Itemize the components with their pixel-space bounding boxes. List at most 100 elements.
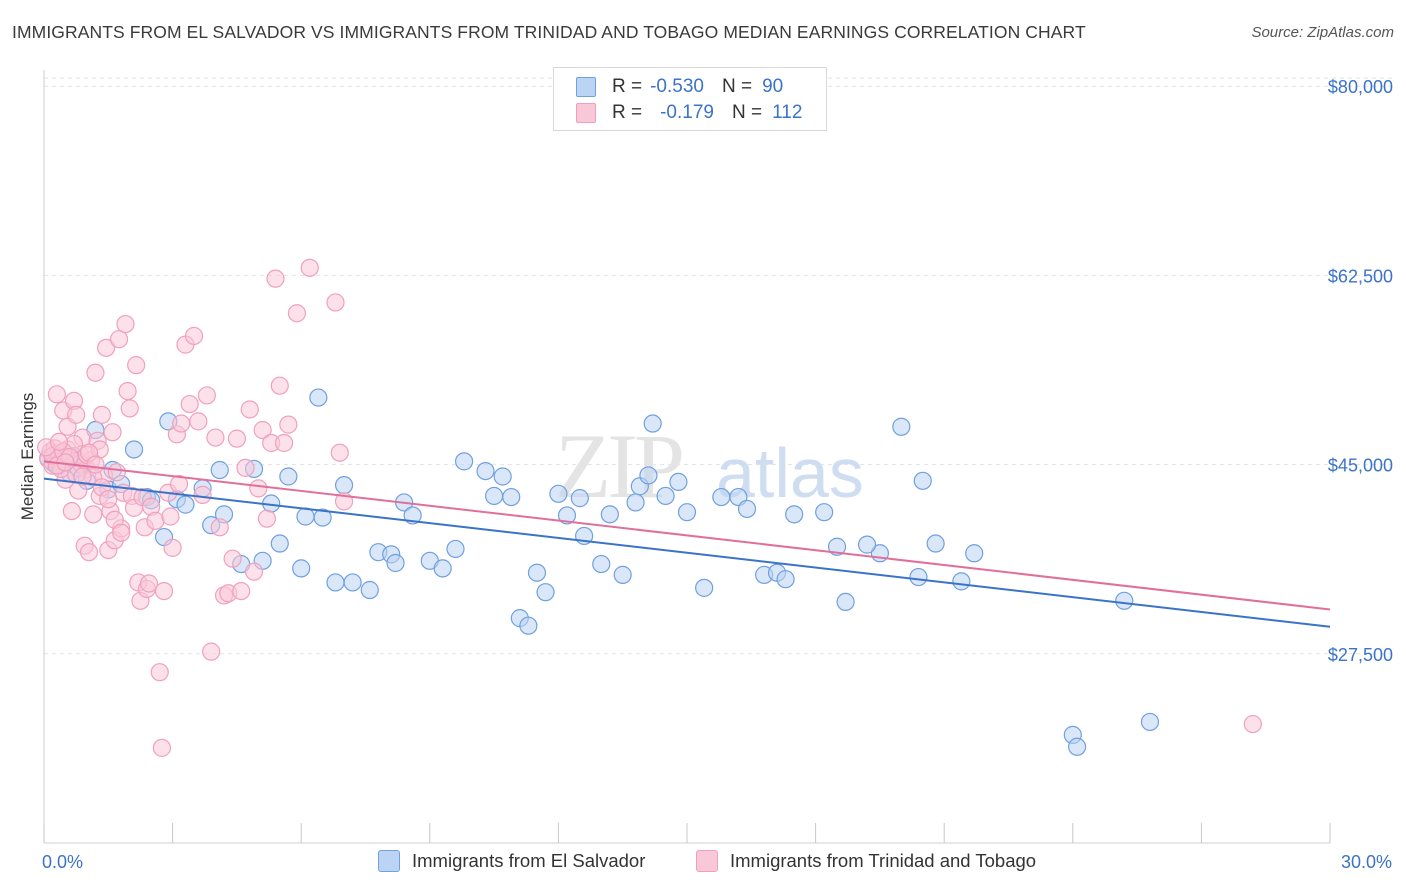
data-point — [172, 414, 191, 433]
data-point — [827, 537, 847, 556]
data-point — [485, 486, 504, 506]
data-point — [120, 399, 139, 418]
data-point — [244, 562, 264, 581]
trend-line — [43, 460, 1331, 611]
legend-n-label: N = — [721, 76, 753, 97]
data-point — [146, 511, 165, 530]
data-point — [549, 484, 568, 503]
series-legend: Immigrants from El Salvador Immigrants f… — [0, 850, 1406, 880]
data-point — [84, 505, 103, 524]
data-point — [343, 573, 362, 592]
data-point — [386, 553, 405, 573]
data-point — [49, 432, 69, 452]
data-point — [197, 386, 216, 405]
data-point — [118, 381, 137, 401]
watermark: ZIP atlas — [555, 415, 864, 517]
data-point — [626, 493, 645, 512]
legend-swatch — [696, 850, 718, 872]
trend-line — [43, 477, 1331, 628]
data-point — [92, 405, 111, 424]
legend-item-el-salvador: Immigrants from El Salvador — [378, 850, 645, 872]
y-tick-labels: $27,500 $45,000 $62,500 $80,000 — [1328, 77, 1393, 665]
data-point — [326, 293, 345, 312]
data-point — [1067, 737, 1087, 756]
data-point — [592, 554, 611, 574]
data-point — [446, 539, 465, 559]
data-point — [926, 534, 945, 553]
data-point — [857, 535, 877, 554]
data-point — [600, 505, 619, 524]
data-point — [112, 523, 131, 542]
data-point — [279, 415, 298, 434]
data-point — [270, 534, 289, 553]
chart-title: IMMIGRANTS FROM EL SALVADOR VS IMMIGRANT… — [12, 22, 1086, 42]
y-tick-label: $80,000 — [1328, 77, 1393, 97]
y-tick-label: $27,500 — [1328, 645, 1393, 665]
data-point — [695, 578, 714, 597]
data-point — [292, 559, 311, 578]
series-trinidad-tobago — [37, 258, 1262, 757]
y-tick-label: $45,000 — [1328, 456, 1393, 476]
legend-swatch-trinidad-tobago — [576, 103, 596, 123]
data-point — [300, 258, 319, 277]
legend-r-label: R = — [612, 76, 643, 97]
trend-lines — [43, 460, 1331, 628]
data-point — [99, 490, 118, 509]
data-point — [613, 565, 632, 584]
data-point — [326, 573, 345, 592]
data-point — [815, 503, 834, 522]
data-point — [785, 505, 804, 524]
data-point — [656, 486, 675, 506]
legend-r-value: -0.530 — [650, 76, 704, 97]
data-point — [476, 461, 495, 481]
data-point — [109, 330, 129, 349]
data-point — [639, 466, 658, 485]
data-point — [124, 440, 144, 459]
data-point — [836, 592, 855, 612]
data-point — [527, 563, 547, 582]
legend-n-value: 112 — [772, 102, 803, 123]
legend-r-value: -0.179 — [660, 102, 714, 123]
data-point — [202, 642, 221, 661]
legend-n-label: N = — [731, 102, 763, 123]
data-point — [180, 394, 199, 414]
data-point — [253, 420, 272, 440]
data-point — [493, 467, 512, 486]
legend-label: Immigrants from El Salvador — [412, 850, 646, 871]
data-point — [176, 495, 195, 514]
data-point — [266, 269, 285, 288]
legend-n-value: 90 — [762, 76, 784, 97]
source-label: Source: ZipAtlas.com — [1251, 24, 1394, 41]
data-point — [330, 443, 349, 462]
legend-item-trinidad-tobago: Immigrants from Trinidad and Tobago — [696, 850, 1036, 872]
data-point — [712, 487, 731, 507]
data-point — [169, 474, 189, 494]
data-point — [257, 509, 277, 528]
data-point — [270, 376, 289, 395]
series-el-salvador — [39, 388, 1160, 756]
data-point — [557, 506, 577, 525]
data-point — [227, 429, 246, 448]
data-point — [163, 538, 182, 557]
data-point — [97, 338, 116, 357]
data-point — [892, 417, 911, 436]
data-point — [210, 518, 229, 537]
data-point — [116, 314, 135, 334]
data-point — [909, 567, 928, 587]
data-point — [62, 501, 81, 521]
data-point — [570, 489, 589, 508]
data-point — [127, 356, 146, 375]
data-point — [952, 572, 971, 591]
data-point — [161, 507, 180, 526]
legend-row-trinidad-tobago: R = -0.179 N = 112 — [576, 101, 802, 125]
data-point — [152, 738, 171, 757]
data-point — [189, 412, 208, 431]
y-tick-label: $62,500 — [1328, 266, 1393, 286]
data-point — [47, 385, 66, 404]
data-point — [67, 405, 86, 424]
data-point — [184, 326, 204, 346]
data-point — [139, 574, 159, 593]
data-point — [669, 472, 688, 492]
data-point — [274, 433, 294, 453]
